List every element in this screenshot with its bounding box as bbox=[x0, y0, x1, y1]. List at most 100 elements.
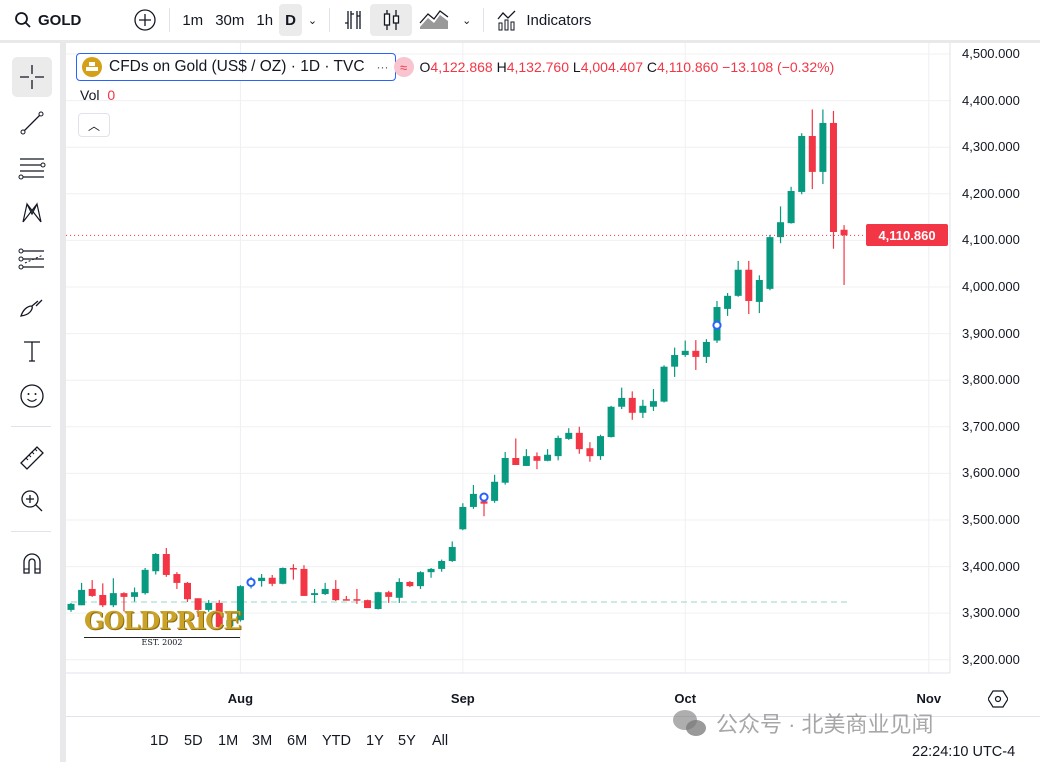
price-tick-label: 4,500.000 bbox=[962, 46, 1020, 61]
candle-down bbox=[88, 588, 96, 596]
price-tick-label: 3,200.000 bbox=[962, 651, 1020, 667]
candle-up bbox=[597, 436, 604, 457]
candle-up bbox=[681, 350, 689, 356]
price-tick-label: 3,700.000 bbox=[962, 418, 1020, 434]
smiley-icon bbox=[20, 384, 44, 408]
forecast-tool[interactable] bbox=[12, 239, 52, 279]
candle-up bbox=[649, 401, 657, 407]
candle-up bbox=[438, 560, 446, 569]
chart-type-dropdown-chevron-icon[interactable]: ⌄ bbox=[462, 14, 472, 27]
candle-up bbox=[258, 577, 266, 582]
candle-down bbox=[808, 136, 816, 172]
market-status-icon[interactable]: ≈ bbox=[393, 57, 414, 77]
candle-up bbox=[618, 397, 626, 407]
horizontal-lines-icon bbox=[18, 158, 46, 180]
trend-line-tool[interactable] bbox=[12, 103, 52, 143]
symbol-title: CFDs on Gold (US$ / OZ) · 1D · TVC bbox=[109, 58, 365, 75]
text-tool[interactable] bbox=[12, 331, 52, 371]
emoji-tool[interactable] bbox=[12, 376, 52, 416]
pattern-tool[interactable] bbox=[12, 193, 52, 233]
candles-chart-type-button[interactable] bbox=[370, 4, 413, 36]
interval-dropdown-chevron-icon[interactable]: ⌄ bbox=[307, 14, 318, 27]
candle-up bbox=[141, 569, 149, 594]
magnet-tool[interactable] bbox=[12, 543, 52, 583]
candles-icon bbox=[383, 10, 400, 30]
range-all[interactable]: All bbox=[432, 733, 449, 749]
compare-symbol-button[interactable] bbox=[127, 4, 163, 36]
price-tick-label: 3,500.000 bbox=[962, 511, 1020, 527]
settings-icon bbox=[987, 690, 1009, 708]
symbol-label: GOLD bbox=[38, 11, 82, 29]
more-options-icon[interactable]: ··· bbox=[376, 60, 389, 74]
candle-up bbox=[724, 295, 732, 309]
interval-30m[interactable]: 30m bbox=[215, 11, 245, 29]
measure-tool[interactable] bbox=[12, 438, 52, 478]
divider bbox=[329, 8, 331, 32]
candle-up bbox=[819, 122, 827, 172]
candle-up bbox=[78, 589, 86, 606]
plus-circle-icon bbox=[134, 9, 156, 31]
price-tick-label: 3,900.000 bbox=[962, 325, 1020, 341]
price-tick-label: 4,300.000 bbox=[962, 139, 1020, 155]
divider bbox=[483, 8, 485, 32]
event-marker bbox=[246, 577, 256, 588]
symbol-title-box[interactable]: CFDs on Gold (US$ / OZ) · 1D · TVC ··· bbox=[76, 53, 396, 81]
candle-down bbox=[840, 229, 848, 236]
price-tick-label: 3,800.000 bbox=[962, 372, 1020, 388]
candle-up bbox=[152, 554, 160, 572]
interval-1h[interactable]: 1h bbox=[256, 11, 274, 29]
clock[interactable]: 22:24:10 UTC-4 bbox=[912, 744, 1016, 760]
range-6m[interactable]: 6M bbox=[287, 733, 308, 749]
price-chart[interactable] bbox=[66, 43, 1040, 716]
search-icon bbox=[15, 12, 31, 28]
interval-1m[interactable]: 1m bbox=[182, 11, 204, 29]
time-tick-label: Aug bbox=[227, 691, 254, 706]
last-price-badge: 4,110.860 bbox=[866, 224, 948, 247]
candle-up bbox=[755, 280, 763, 302]
magnet-icon bbox=[23, 553, 41, 574]
brush-tool[interactable] bbox=[12, 286, 52, 326]
candle-up bbox=[787, 190, 795, 224]
range-3m[interactable]: 3M bbox=[252, 733, 273, 749]
candle-down bbox=[406, 581, 414, 587]
symbol-search[interactable]: GOLD bbox=[8, 4, 87, 36]
indicators-button[interactable]: Indicators bbox=[490, 4, 597, 36]
price-tick-label: 4,100.000 bbox=[962, 232, 1020, 248]
range-1m[interactable]: 1M bbox=[218, 733, 239, 749]
collapse-legend-button[interactable]: ︿ bbox=[78, 113, 110, 137]
candle-down bbox=[342, 599, 350, 601]
candle-down bbox=[533, 456, 541, 461]
range-5y[interactable]: 5Y bbox=[398, 733, 416, 749]
candle-up bbox=[702, 341, 710, 357]
zoom-tool[interactable] bbox=[12, 481, 52, 521]
range-5d[interactable]: 5D bbox=[184, 733, 203, 749]
candle-down bbox=[300, 568, 308, 596]
candle-down bbox=[692, 350, 700, 357]
candle-up bbox=[374, 592, 382, 609]
ruler-icon bbox=[20, 446, 44, 470]
candle-down bbox=[120, 593, 128, 597]
bar-chart-type-button[interactable] bbox=[336, 4, 370, 36]
indicators-icon bbox=[497, 10, 516, 31]
area-chart-type-button[interactable] bbox=[412, 4, 456, 36]
candle-down bbox=[183, 582, 191, 600]
range-1y[interactable]: 1Y bbox=[366, 733, 384, 749]
fib-tool[interactable] bbox=[12, 148, 52, 188]
chart-pane[interactable]: 4,500.000 4,400.000 4,300.000 4,200.000 4,10… bbox=[66, 43, 1040, 762]
interval-d[interactable]: D bbox=[279, 4, 302, 36]
axis-settings-button[interactable] bbox=[987, 689, 1009, 714]
price-tick-label: 4,200.000 bbox=[962, 185, 1020, 201]
candle-up bbox=[109, 593, 117, 606]
brush-icon bbox=[20, 299, 43, 317]
range-1d[interactable]: 1D bbox=[150, 733, 169, 749]
candle-down bbox=[173, 574, 181, 583]
candle-down bbox=[364, 600, 372, 609]
candle-up bbox=[777, 222, 785, 238]
range-ytd[interactable]: YTD bbox=[322, 733, 351, 749]
price-tick-label: 3,400.000 bbox=[962, 558, 1020, 574]
crosshair-tool[interactable] bbox=[12, 57, 52, 97]
candle-up bbox=[565, 432, 573, 439]
candle-up bbox=[226, 620, 234, 627]
candle-down bbox=[215, 602, 223, 628]
time-tick-label: Oct bbox=[674, 691, 697, 706]
